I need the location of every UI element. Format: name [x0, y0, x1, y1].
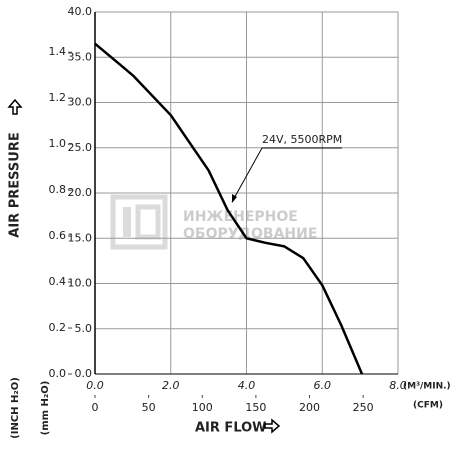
arrow-icon	[264, 418, 281, 434]
x2-tick-label: 0	[92, 401, 99, 414]
y2-tick-label: 1.0	[49, 137, 67, 150]
curve	[94, 42, 364, 375]
y2-tick-label: 0.2	[49, 321, 67, 334]
y2-tick-label: 0.0	[49, 367, 67, 380]
y2-tick-label: 0.8	[49, 183, 67, 196]
arrow-icon	[7, 98, 23, 115]
y-tick-label: 10.0	[68, 277, 93, 290]
y-tick-label: 0.0	[75, 367, 93, 380]
annotation: 24V, 5500RPM	[262, 133, 342, 146]
y-tick-label: 35.0	[68, 50, 93, 63]
y2-tick-label: 0.4	[49, 275, 67, 288]
y-tick-label: 15.0	[68, 231, 93, 244]
y-tick-label: 25.0	[68, 141, 93, 154]
annotation-arrow	[232, 194, 237, 203]
watermark-text: ИНЖЕНЕРНОЕ	[183, 209, 298, 225]
y2-tick-label: 0.6	[49, 229, 67, 242]
y-tick-label: 30.0	[68, 96, 93, 109]
x2-tick-label: 150	[245, 401, 266, 414]
x-axis-title: AIR FLOW	[195, 421, 267, 436]
y2-tick-label: 1.4	[49, 45, 67, 58]
watermark-logo	[110, 194, 168, 250]
y2-unit: (INCH H₂O)	[10, 377, 21, 439]
x-tick-label: 2.0	[162, 379, 180, 392]
x2-tick-label: 200	[299, 401, 320, 414]
y-tick-label: 40.0	[68, 5, 93, 18]
x2-tick-label: 100	[192, 401, 213, 414]
y-tick-label: 5.0	[75, 322, 93, 335]
y2-tick-label: 1.2	[49, 91, 67, 104]
x-tick-label: 0.0	[86, 379, 104, 392]
x2-tick-label: 50	[142, 401, 156, 414]
y-unit: (mm H₂O)	[40, 381, 51, 436]
x2-unit: (CFM)	[413, 401, 443, 411]
x2-tick-label: 250	[353, 401, 374, 414]
annotation-line	[231, 147, 263, 203]
x-unit: (M³/MIN.)	[403, 382, 451, 392]
y-axis-title: AIR PRESSURE	[8, 132, 23, 237]
y-tick-label: 20.0	[68, 186, 93, 199]
x-tick-label: 6.0	[314, 379, 332, 392]
x-tick-label: 4.0	[238, 379, 256, 392]
x-tick-label: 8.0	[389, 379, 407, 392]
